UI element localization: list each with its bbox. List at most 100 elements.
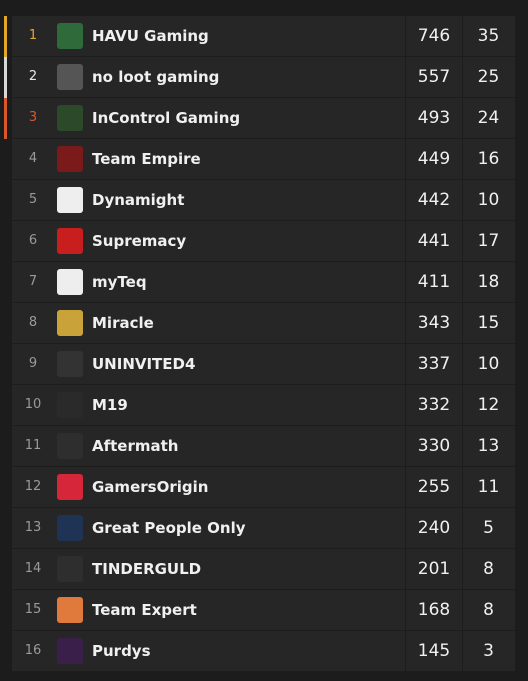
wins: 10: [477, 354, 500, 374]
points: 145: [405, 631, 463, 671]
rank-stripe: [4, 16, 7, 57]
team-name: M19: [92, 396, 128, 414]
wins: 16: [477, 149, 500, 169]
points: 240: [405, 508, 463, 548]
team-name: myTeq: [92, 273, 147, 291]
points: 557: [405, 57, 463, 97]
rank: 12: [24, 479, 42, 494]
wins: 17: [477, 231, 500, 251]
team-name: UNINVITED4: [92, 355, 196, 373]
rank: 13: [24, 520, 42, 535]
team-name: no loot gaming: [92, 68, 220, 86]
team-row: 7 myTeq 411 18: [12, 262, 515, 303]
points: 411: [405, 262, 463, 302]
wins: 25: [477, 67, 500, 87]
wins: 18: [477, 272, 500, 292]
rank-stripe: [4, 98, 7, 139]
team-name: Purdys: [92, 642, 151, 660]
wins: 5: [483, 518, 494, 538]
team-logo: [57, 515, 83, 541]
team-logo: [57, 269, 83, 295]
team-name: Great People Only: [92, 519, 246, 537]
rank: 11: [24, 438, 42, 453]
points: 493: [405, 98, 463, 138]
points: 332: [405, 385, 463, 425]
points: 201: [405, 549, 463, 589]
points: 449: [405, 139, 463, 179]
team-row: 14 TINDERGULD 201 8: [12, 549, 515, 590]
rank: 6: [28, 233, 38, 248]
rank: 16: [24, 643, 42, 658]
team-name: Team Empire: [92, 150, 201, 168]
wins: 15: [477, 313, 500, 333]
team-name: Dynamight: [92, 191, 185, 209]
rank: 7: [28, 274, 38, 289]
wins: 8: [483, 600, 494, 620]
team-name: Supremacy: [92, 232, 187, 250]
team-name: Team Expert: [92, 601, 197, 619]
team-row: 6 Supremacy 441 17: [12, 221, 515, 262]
team-row: 12 GamersOrigin 255 11: [12, 467, 515, 508]
team-logo: [57, 556, 83, 582]
wins: 11: [477, 477, 500, 497]
rank: 9: [28, 356, 38, 371]
wins: 12: [477, 395, 500, 415]
points: 343: [405, 303, 463, 343]
rank-stripe: [4, 57, 7, 98]
points: 337: [405, 344, 463, 384]
team-row: 9 UNINVITED4 337 10: [12, 344, 515, 385]
team-row: 10 M19 332 12: [12, 385, 515, 426]
wins: 3: [483, 641, 494, 661]
wins: 24: [477, 108, 500, 128]
points: 255: [405, 467, 463, 507]
team-logo: [57, 187, 83, 213]
rank: 14: [24, 561, 42, 576]
team-row: 3 InControl Gaming 493 24: [4, 98, 515, 139]
team-row: 4 Team Empire 449 16: [12, 139, 515, 180]
team-logo: [57, 146, 83, 172]
rank: 5: [28, 192, 38, 207]
team-logo: [57, 64, 83, 90]
rank: 2: [28, 69, 38, 84]
team-logo: [57, 228, 83, 254]
wins: 13: [477, 436, 500, 456]
points: 442: [405, 180, 463, 220]
rank: 8: [28, 315, 38, 330]
team-name: InControl Gaming: [92, 109, 241, 127]
team-row: 11 Aftermath 330 13: [12, 426, 515, 467]
team-row: 2 no loot gaming 557 25: [4, 57, 515, 98]
team-row: 8 Miracle 343 15: [12, 303, 515, 344]
points: 746: [405, 16, 463, 56]
team-row: 16 Purdys 145 3: [12, 631, 515, 672]
team-logo: [57, 392, 83, 418]
wins: 8: [483, 559, 494, 579]
rank: 4: [28, 151, 38, 166]
wins: 10: [477, 190, 500, 210]
points: 441: [405, 221, 463, 261]
team-name: GamersOrigin: [92, 478, 209, 496]
team-row: 1 HAVU Gaming 746 35: [4, 16, 515, 57]
team-logo: [57, 105, 83, 131]
rank: 3: [28, 110, 38, 125]
team-logo: [57, 310, 83, 336]
team-logo: [57, 23, 83, 49]
wins: 35: [477, 26, 500, 46]
team-logo: [57, 474, 83, 500]
team-logo: [57, 638, 83, 664]
team-name: TINDERGULD: [92, 560, 202, 578]
leaderboard: 1 HAVU Gaming 746 35 2 no loot gaming 557 25 3 In…: [4, 16, 515, 672]
team-logo: [57, 597, 83, 623]
team-name: Miracle: [92, 314, 154, 332]
team-logo: [57, 351, 83, 377]
team-row: 15 Team Expert 168 8: [12, 590, 515, 631]
points: 168: [405, 590, 463, 630]
rank: 1: [28, 28, 38, 43]
team-name: Aftermath: [92, 437, 179, 455]
points: 330: [405, 426, 463, 466]
rank: 10: [24, 397, 42, 412]
team-row: 5 Dynamight 442 10: [12, 180, 515, 221]
rank: 15: [24, 602, 42, 617]
team-row: 13 Great People Only 240 5: [12, 508, 515, 549]
team-logo: [57, 433, 83, 459]
